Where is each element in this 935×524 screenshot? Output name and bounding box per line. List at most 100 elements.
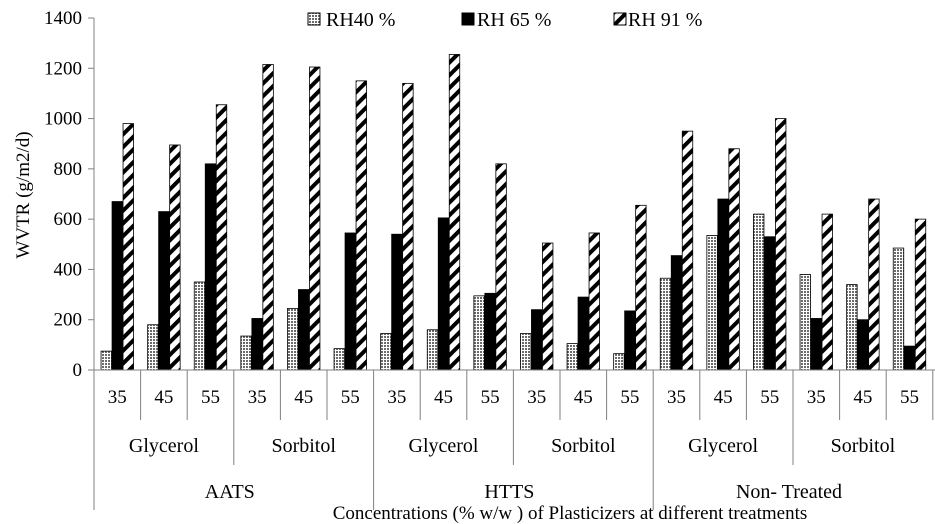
x-tick-label: 55: [900, 387, 919, 408]
y-tick-label: 0: [73, 360, 83, 381]
bar-rh65-14: [764, 236, 776, 371]
x-tick-label: 45: [853, 387, 872, 408]
bar-rh65-17: [903, 345, 916, 371]
x-tick-label: 35: [667, 387, 686, 408]
bar-rh65-4: [298, 289, 310, 371]
bar-rh40-6: [380, 333, 392, 371]
bar-rh40-10: [566, 343, 578, 371]
bar-rh91-7: [448, 54, 461, 371]
bar-rh91-0: [122, 123, 134, 371]
plasticizer-label: Glycerol: [688, 435, 758, 457]
bar-rh91-14: [775, 118, 787, 371]
bar-rh65-15: [810, 318, 822, 371]
legend-swatch-rh91: [613, 12, 627, 26]
legend-label-rh40: RH40 %: [326, 9, 395, 31]
bar-rh91-16: [868, 198, 880, 371]
bar-rh65-1: [158, 211, 170, 371]
bar-rh65-8: [484, 292, 496, 371]
plasticizer-label: Sorbitol: [271, 435, 336, 457]
y-tick-label: 400: [54, 259, 83, 280]
x-tick-label: 45: [154, 387, 173, 408]
bar-rh91-11: [635, 204, 647, 371]
bar-rh65-7: [437, 217, 450, 371]
bar-rh65-10: [577, 296, 589, 371]
x-tick-label: 35: [248, 387, 267, 408]
x-tick-label: 45: [434, 387, 453, 408]
bar-rh40-8: [473, 295, 485, 371]
bar-rh91-12: [681, 130, 694, 371]
bars: [100, 54, 927, 371]
bar-rh65-12: [670, 255, 683, 371]
bar-rh91-4: [309, 66, 321, 371]
bar-rh65-13: [717, 198, 729, 371]
bar-rh91-9: [542, 242, 554, 371]
bar-rh91-2: [215, 104, 228, 371]
y-tick-label: 1000: [44, 109, 82, 130]
bar-rh65-3: [251, 318, 263, 371]
bar-rh40-17: [892, 247, 905, 371]
bar-rh40-15: [799, 274, 811, 371]
x-tick-label: 55: [201, 387, 220, 408]
bar-rh40-4: [287, 307, 299, 371]
legend-label-rh65: RH 65 %: [477, 9, 551, 31]
treatment-label: AATS: [205, 481, 255, 503]
bar-rh91-15: [821, 213, 833, 371]
plasticizer-label: Glycerol: [129, 435, 199, 457]
category-axis: 35 45 55 35 45 55 35 45 55 35 45 55 35 45 55 35 45 55 Glyc…: [93, 369, 935, 510]
bar-rh40-13: [706, 235, 718, 371]
x-tick-label: 35: [527, 387, 546, 408]
bar-rh40-5: [333, 348, 345, 371]
y-tick-label: 200: [54, 310, 83, 331]
bar-rh65-6: [391, 233, 403, 371]
y-tick-label: 600: [54, 209, 83, 230]
bar-rh40-16: [846, 284, 858, 371]
legend-swatch-rh40: [307, 12, 321, 26]
bar-rh91-13: [728, 148, 740, 371]
legend-label-rh91: RH 91 %: [628, 9, 702, 31]
x-tick-label: 55: [760, 387, 779, 408]
x-tick-label: 55: [481, 387, 500, 408]
bar-rh91-1: [169, 144, 181, 371]
bar-rh40-1: [147, 324, 159, 371]
bar-rh40-7: [426, 329, 439, 371]
plasticizer-label: Sorbitol: [551, 435, 616, 457]
bar-rh65-0: [111, 201, 123, 371]
bar-rh40-9: [520, 333, 532, 371]
bar-rh91-6: [402, 82, 414, 371]
legend: RH40 % RH 65 % RH 91 %: [307, 9, 702, 31]
x-tick-label: 35: [387, 387, 406, 408]
treatment-label: HTTS: [484, 481, 534, 503]
bar-rh91-3: [262, 64, 274, 371]
x-tick-label: 45: [574, 387, 593, 408]
x-tick-label: 45: [714, 387, 733, 408]
x-tick-label: 45: [294, 387, 313, 408]
bar-rh91-8: [495, 163, 507, 371]
x-axis-title: Concentrations (% w/w ) of Plasticizers …: [333, 503, 808, 524]
y-tick-label: 1400: [44, 8, 82, 29]
bar-rh40-12: [659, 277, 672, 371]
y-tick-label: 800: [54, 159, 83, 180]
bar-rh40-3: [240, 335, 252, 371]
x-tick-label: 55: [620, 387, 639, 408]
bar-rh40-11: [613, 353, 625, 371]
bar-rh40-14: [753, 213, 765, 371]
bar-rh65-5: [344, 232, 356, 371]
bar-rh65-16: [857, 319, 869, 371]
x-tick-label: 35: [108, 387, 127, 408]
x-tick-label: 55: [341, 387, 360, 408]
plasticizer-label: Sorbitol: [831, 435, 896, 457]
bar-rh40-2: [193, 281, 206, 371]
bar-rh65-2: [204, 163, 217, 371]
bar-rh65-11: [624, 310, 636, 371]
bar-rh91-5: [355, 80, 367, 371]
plasticizer-label: Glycerol: [409, 435, 479, 457]
bar-rh91-17: [914, 218, 927, 371]
treatment-label: Non- Treated: [736, 481, 842, 503]
y-tick-label: 1200: [44, 58, 82, 79]
y-axis: 0 200 400 600 800 1000 1200 1400: [44, 8, 95, 381]
bar-rh40-0: [100, 350, 112, 371]
bar-rh91-10: [588, 232, 600, 371]
x-tick-label: 35: [807, 387, 826, 408]
y-axis-title: WVTR (g/m2/d): [13, 131, 34, 258]
